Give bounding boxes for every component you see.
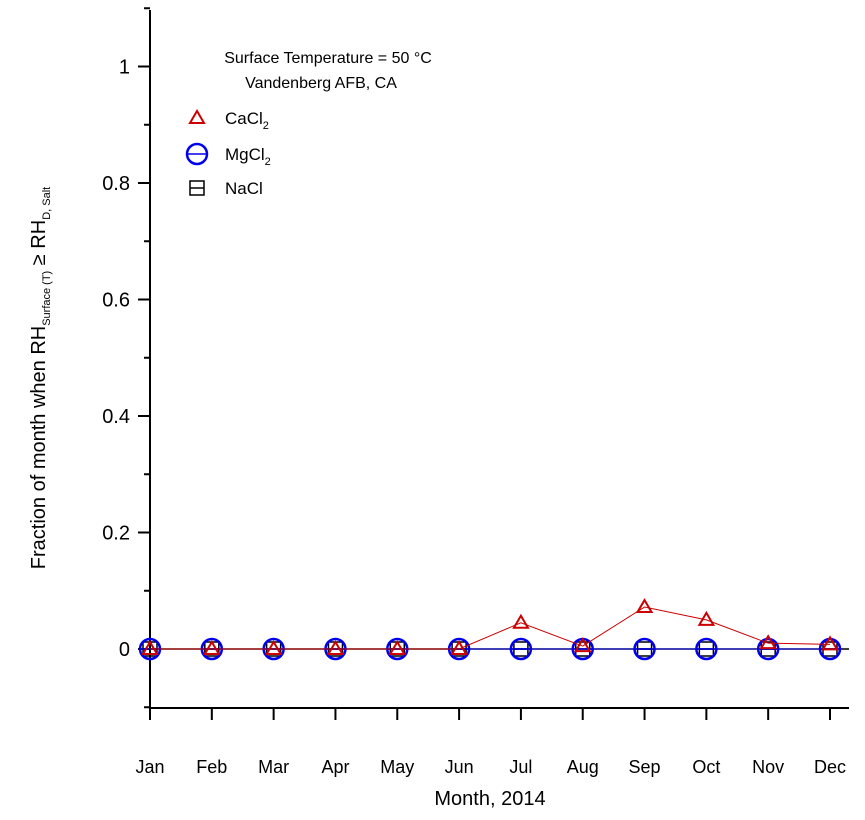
x-tick-label: Oct [692,757,720,777]
x-tick-label: Mar [258,757,289,777]
x-tick-label: Aug [567,757,599,777]
data-point [388,640,407,655]
data-point [512,613,530,629]
data-point [759,634,777,650]
x-axis: Jan Feb Mar Apr May Jun Jul Aug Sep Oct Nov Dec [135,708,846,777]
legend-marker [189,180,205,196]
x-tick-label: May [380,757,414,777]
y-axis-title: Fraction of month when RHSurface (T) ≥ R… [28,187,53,569]
y-axis-title-prefix: Fraction of month when RH [28,326,50,569]
x-tick-label: Apr [321,757,349,777]
annotation-line2: Vandenberg AFB, CA [245,75,397,92]
series-layer [138,598,842,661]
x-tick-label: Jul [509,757,532,777]
y-axis-title-sub1: Surface (T) [41,271,53,326]
data-point [509,637,533,661]
legend-marker [185,142,209,166]
annotation-line1: Surface Temperature = 50 °C [224,50,432,67]
data-point [635,598,654,614]
x-tick-label: Sep [629,757,661,777]
y-tick-label: 0.2 [102,523,130,545]
data-point [141,640,159,655]
data-point [695,637,718,661]
legend-marker [188,109,206,124]
y-tick-label: 1 [119,57,130,79]
series-line [150,606,831,650]
x-tick-label: Dec [814,757,846,777]
data-point [697,610,716,626]
series-cacl [141,598,839,655]
legend-label: CaCl2 [225,109,269,132]
y-axis-title-sub2: D, Salt [41,187,53,220]
data-point [450,640,468,655]
x-tick-label: Jan [135,757,164,777]
x-tick-label: Jun [445,757,474,777]
legend-label: MgCl2 [225,145,271,168]
y-axis-title-middle: ≥ RH [28,220,50,271]
data-point [573,637,592,653]
y-tick-label: 0 [119,639,130,661]
data-point [264,640,283,655]
x-tick-label: Feb [196,757,227,777]
legend-label: NaCl [225,179,263,198]
x-axis-title: Month, 2014 [434,788,545,810]
y-tick-label: 0.6 [102,290,130,312]
x-tick-label: Nov [752,757,784,777]
y-tick-label: 0.4 [102,406,130,428]
data-point [821,635,839,651]
data-point [633,637,656,661]
y-tick-label: 0.8 [102,173,130,195]
legend: CaCl2 MgCl2 NaCl [185,109,271,198]
data-point [326,640,345,655]
data-point [203,640,221,655]
y-axis: 0 0.2 0.4 0.6 0.8 1 [102,7,150,709]
